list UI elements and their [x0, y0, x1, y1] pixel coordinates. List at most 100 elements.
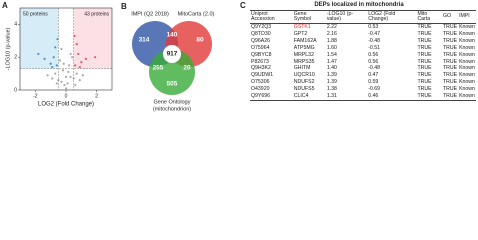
- set-label: Gene Ontology: [154, 99, 191, 105]
- column-header: LOG2 (Fold Change): [367, 10, 417, 24]
- table-row: Q9BYC8 MRPL32 1.54 0.56 TRUE TRUE Known: [250, 52, 476, 59]
- table-cell: 1.88: [326, 37, 337, 44]
- table-cell: Q9BYC8: [251, 51, 272, 58]
- point: [60, 80, 63, 83]
- table-cell: TRUE: [417, 30, 432, 37]
- table-cell: TRUE: [417, 51, 432, 58]
- table-title: DEPs localized in mitochondria: [314, 2, 404, 8]
- header-row: Uniprot Accession Gene Symbol -LOG10 (p-va…: [250, 10, 476, 24]
- point: [63, 83, 66, 87]
- table-cell: Known: [459, 79, 475, 86]
- table-cell: TRUE: [442, 58, 458, 65]
- table-cell: -0.69: [368, 86, 381, 93]
- region-down: [20, 8, 59, 69]
- point: [60, 47, 63, 51]
- table-cell: 0.47: [368, 72, 379, 79]
- table-cell: TRUE: [417, 24, 432, 30]
- table-cell: TRUE: [441, 93, 459, 101]
- point: [54, 46, 57, 49]
- panel-label: C: [240, 1, 246, 10]
- table-row: O75306 NDUFS2 1.39 0.59 TRUE TRUE Known: [250, 79, 476, 86]
- point: [71, 56, 74, 59]
- point: [80, 61, 83, 64]
- point: [67, 70, 70, 74]
- table-cell: 0.59: [368, 79, 379, 86]
- venn-count: 505: [167, 81, 178, 88]
- table-cell: 1.31: [325, 93, 368, 101]
- table-cell: Q9H3K2: [251, 65, 271, 72]
- set-label: IMPI (Q2 2018): [131, 11, 169, 17]
- point: [69, 75, 72, 78]
- point: [81, 74, 84, 77]
- table-cell: TRUE: [417, 65, 432, 72]
- table-row: Q8TD30 GPT2 2.16 -0.47 TRUE TRUE Known: [250, 31, 476, 38]
- table-cell: 2.22: [326, 24, 337, 30]
- table-cell: TRUE: [417, 44, 432, 51]
- annotation: 43 proteins: [84, 11, 109, 17]
- table-cell: O75306: [251, 79, 270, 86]
- table-cell: TRUE: [417, 58, 432, 65]
- region-up: [73, 8, 112, 69]
- y-tick-label: 4: [14, 22, 17, 28]
- point: [51, 65, 54, 69]
- table-cell: 0.53: [368, 24, 379, 30]
- table-row: Q96A26 FAM162A 1.88 -0.48 TRUE TRUE Known: [250, 38, 476, 45]
- venn-count: 140: [167, 32, 178, 39]
- table-cell: MRPL32: [293, 51, 314, 58]
- point: [54, 72, 57, 75]
- table-row: O43920 NDUFS5 1.38 -0.69 TRUE TRUE Known: [250, 86, 476, 93]
- table: Uniprot Accession Gene Symbol -LOG10 (p-va…: [250, 10, 476, 101]
- x-tick-label: -2: [33, 93, 38, 99]
- table-panel: C DEPs localized in mitochondria Uniprot…: [240, 1, 476, 101]
- point: [78, 79, 81, 82]
- table-cell: Known: [459, 58, 475, 65]
- table-cell: 1.38: [326, 86, 337, 93]
- table-cell: GPT2: [293, 30, 308, 37]
- table-cell: 1.60: [326, 44, 337, 51]
- table-cell: Known: [459, 37, 475, 44]
- table-cell: Q9UDW1: [251, 72, 274, 79]
- point: [84, 57, 88, 60]
- y-axis-label: -LOG10 (p-value): [5, 27, 11, 70]
- table-cell: O43920: [251, 86, 270, 93]
- table-cell: 1.39: [326, 79, 337, 86]
- table-cell: TRUE: [417, 37, 432, 44]
- table-cell: GHITM: [293, 65, 311, 72]
- point: [67, 64, 71, 67]
- column-header: GO: [441, 10, 459, 24]
- point: [72, 77, 75, 80]
- table-row: Q9UDW1 UQCR10 1.39 0.47 TRUE TRUE Known: [250, 72, 476, 79]
- table-row: Q9Y696 CLIC4 1.31 0.46 TRUE TRUE Known: [250, 93, 476, 101]
- point: [51, 77, 54, 80]
- table-cell: TRUE: [442, 65, 458, 72]
- table-cell: Known: [458, 93, 476, 101]
- table-cell: TRUE: [417, 79, 432, 86]
- figure: A B 0 2 4 -2 0 2 LOG2 (Fold Change) -LOG10 (p-v…: [0, 0, 478, 118]
- table-cell: 1.54: [326, 51, 337, 58]
- table-cell: 1.40: [326, 65, 337, 72]
- panel-label: B: [121, 2, 127, 11]
- table-cell: TRUE: [442, 72, 458, 79]
- table-cell: TRUE: [442, 30, 458, 37]
- table-cell: UQCR10: [293, 72, 315, 79]
- point: [61, 69, 65, 72]
- table-cell: CLIC4: [292, 93, 326, 101]
- table-cell: Q8TD30: [251, 30, 271, 37]
- table-cell: P82673: [251, 58, 269, 65]
- point: [75, 72, 78, 75]
- table-cell: TRUE: [442, 79, 458, 86]
- table-cell: TRUE: [416, 93, 442, 101]
- column-header: Mito Carta: [416, 10, 442, 24]
- point: [73, 34, 76, 37]
- table-cell: Q9Y2Q3: [251, 24, 272, 30]
- point: [56, 38, 59, 41]
- annotation: 50 proteins: [23, 11, 48, 17]
- point: [43, 57, 46, 60]
- table-cell: Known: [459, 51, 475, 58]
- table-cell: GSTK1: [293, 24, 311, 30]
- table-cell: 2.16: [326, 30, 337, 37]
- venn-count: 917: [167, 51, 178, 58]
- table-cell: ATP5MG: [293, 44, 315, 51]
- point: [78, 65, 81, 69]
